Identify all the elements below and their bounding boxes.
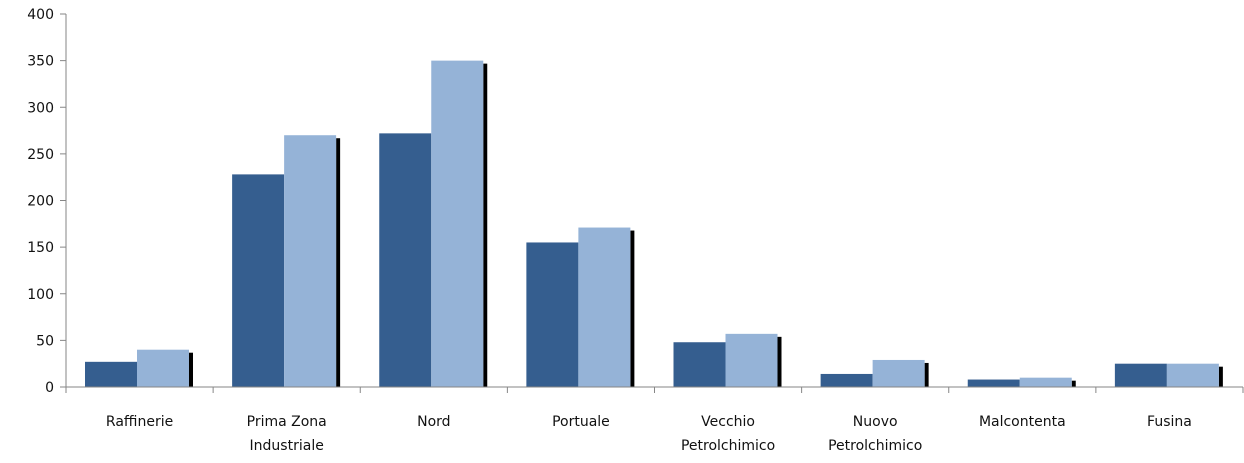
- y-tick-label: 50: [36, 333, 54, 349]
- y-tick-label: 400: [27, 7, 54, 23]
- x-tick-label: Prima Zona Industriale: [247, 414, 327, 454]
- bar-1-2: [232, 174, 285, 387]
- bars-layer: [85, 60, 1223, 387]
- bar-2-5: [725, 333, 778, 387]
- bar-1-3: [379, 133, 432, 387]
- bar-shadow: [1218, 366, 1223, 387]
- labels-layer: 0 50 100 150 200 250 300 350 400 Raffinerie Prima …: [27, 7, 1192, 454]
- y-tick-label: 300: [27, 100, 54, 116]
- bar-shadow: [189, 352, 193, 387]
- y-tick-label: 100: [27, 287, 54, 303]
- x-tick-label: Malcontenta: [979, 414, 1066, 430]
- bar-1-1: [85, 361, 137, 387]
- bar-2-1: [137, 349, 189, 387]
- y-tick-label: 250: [27, 147, 54, 163]
- bar-2-2: [284, 135, 337, 387]
- y-tick-label: 150: [27, 240, 54, 256]
- bar-shadow: [777, 336, 782, 387]
- x-tick-label: Nord: [417, 414, 450, 430]
- x-tick-label: Portuale: [552, 414, 610, 430]
- bar-shadow: [483, 63, 488, 387]
- bar-2-3: [431, 60, 484, 387]
- bar-2-8: [1166, 363, 1219, 387]
- bar-1-8: [1114, 363, 1167, 387]
- x-tick-label: Nuovo Petrolchimico: [828, 414, 922, 454]
- bar-2-4: [578, 227, 631, 387]
- bar-1-4: [526, 242, 579, 387]
- bar-shadow: [630, 230, 635, 387]
- bar-shadow: [1071, 380, 1076, 387]
- bar-1-5: [673, 342, 726, 387]
- y-tick-label: 0: [45, 380, 54, 396]
- x-tick-label: Vecchio Petrolchimico: [681, 414, 775, 454]
- bar-shadow: [924, 362, 929, 387]
- x-tick-label: Fusina: [1147, 414, 1192, 430]
- bar-2-7: [1019, 377, 1072, 387]
- y-tick-label: 350: [27, 54, 54, 70]
- bar-1-6: [820, 373, 873, 387]
- y-tick-label: 200: [27, 194, 54, 210]
- axes-layer: [60, 13, 1244, 393]
- x-tick-label: Raffinerie: [106, 414, 173, 430]
- bar-shadow: [336, 138, 341, 387]
- bar-2-6: [872, 359, 925, 387]
- bar-1-7: [967, 379, 1020, 387]
